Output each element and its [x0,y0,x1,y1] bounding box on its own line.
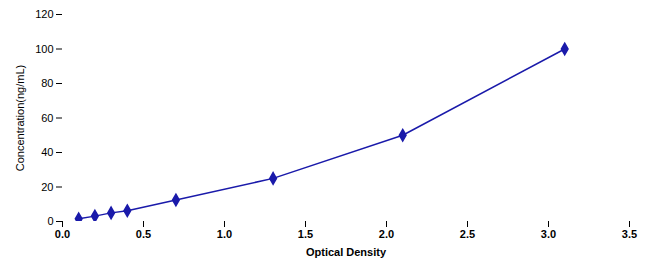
svg-text:2.5: 2.5 [460,228,475,240]
svg-text:120: 120 [35,8,53,20]
svg-text:0: 0 [47,215,53,227]
svg-text:80: 80 [41,77,53,89]
svg-text:Concentration(ng/mL): Concentration(ng/mL) [14,65,26,171]
svg-text:Optical Density: Optical Density [306,246,387,258]
svg-text:100: 100 [35,43,53,55]
svg-text:0.0: 0.0 [55,228,70,240]
svg-text:3.5: 3.5 [622,228,637,240]
svg-text:60: 60 [41,112,53,124]
svg-text:0.5: 0.5 [136,228,151,240]
svg-text:2.0: 2.0 [379,228,394,240]
svg-text:20: 20 [41,181,53,193]
svg-text:40: 40 [41,146,53,158]
svg-text:1.0: 1.0 [217,228,232,240]
svg-text:1.5: 1.5 [298,228,313,240]
svg-text:3.0: 3.0 [541,228,556,240]
